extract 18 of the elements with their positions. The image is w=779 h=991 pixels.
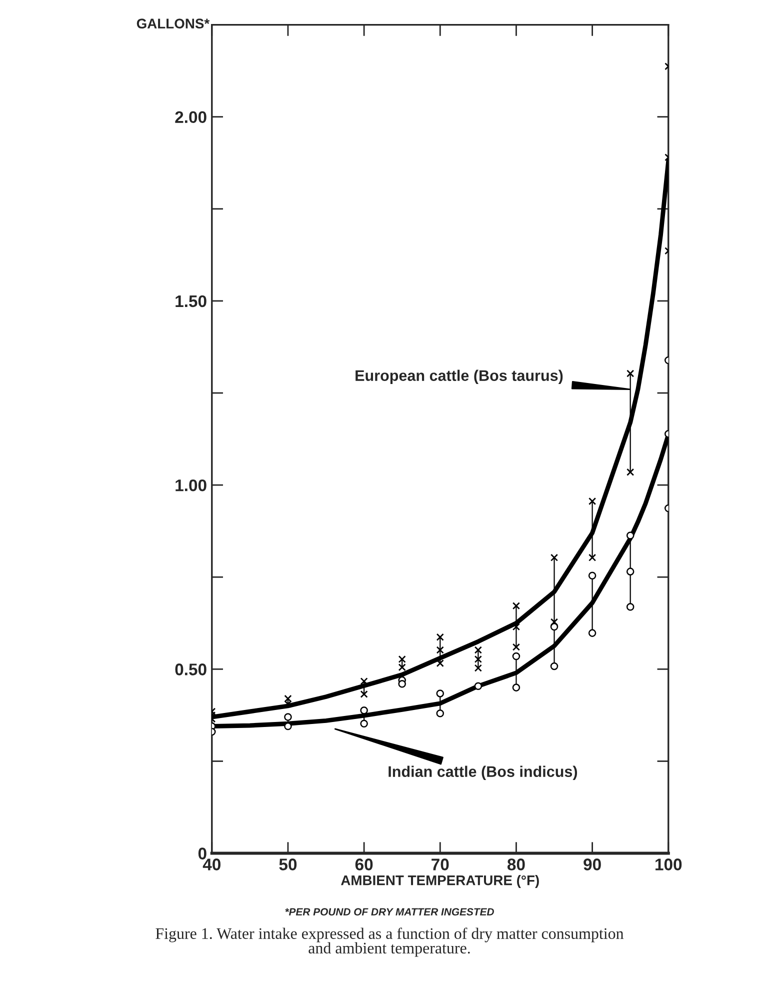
- x-tick-label: 80: [507, 858, 525, 870]
- y-tick-label: 1.50: [176, 295, 206, 308]
- y-axis-title: GALLONS*: [136, 18, 210, 29]
- annotation: European cattle (Bos taurus): [356, 370, 563, 384]
- x-tick-label: 50: [279, 858, 297, 870]
- annotation: Indian cattle (Bos indicus): [388, 766, 578, 780]
- y-tick-label: 0.50: [175, 664, 206, 676]
- y-tick-label: 1.00: [176, 479, 206, 492]
- text: *PER POUND OF DRY MATTER INGESTED: [285, 908, 494, 916]
- x-tick-label: 90: [584, 858, 601, 870]
- x-tick-label: 40: [202, 858, 220, 870]
- caption: Figure 1. Water intake expressed as a function of dry matter consumption and ambient temperature.: [156, 928, 624, 957]
- y-tick-label: 2.00: [175, 111, 206, 124]
- x-tick-label: 60: [355, 858, 373, 870]
- y-tick-label: 0: [198, 848, 206, 860]
- x-axis-title: AMBIENT TEMPERATURE (°F): [341, 875, 539, 888]
- x-tick-label: 100: [656, 858, 682, 870]
- x-tick-label: 70: [432, 858, 449, 870]
